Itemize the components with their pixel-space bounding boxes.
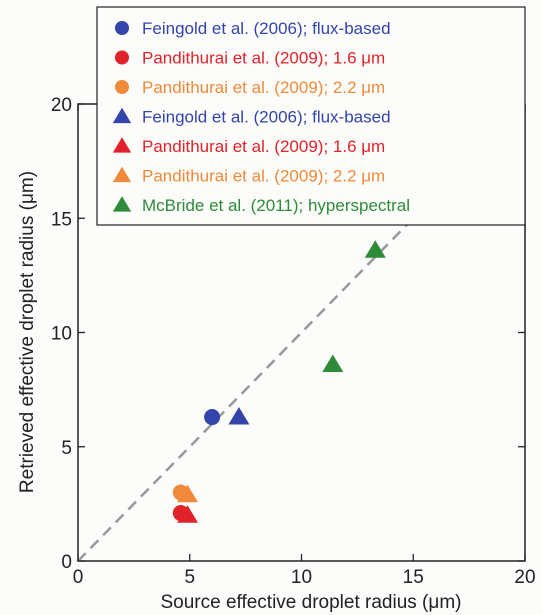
x-tick-label-1: 5 xyxy=(184,567,195,588)
legend-box xyxy=(96,6,526,226)
data-point-s6-p0 xyxy=(322,354,344,372)
x-axis-title: Source effective droplet radius (μm) xyxy=(160,592,461,613)
legend-marker-2 xyxy=(115,80,129,94)
data-point-s6-p1 xyxy=(364,240,386,258)
legend-marker-0 xyxy=(115,21,129,35)
legend-label-5: Pandithurai et al. (2009); 2.2 μm xyxy=(142,167,385,186)
data-point-s4-p0 xyxy=(177,505,199,523)
legend-marker-3 xyxy=(112,107,132,124)
legend-label-3: Feingold et al. (2006); flux-based xyxy=(142,108,391,127)
y-axis-title: Retrieved effective droplet radius (μm) xyxy=(17,171,38,493)
legend-marker-5 xyxy=(112,166,132,183)
x-tick-label-2: 10 xyxy=(291,567,312,588)
y-tick-label-3: 15 xyxy=(51,209,72,230)
y-tick-label-0: 0 xyxy=(61,552,72,573)
legend-label-0: Feingold et al. (2006); flux-based xyxy=(142,19,391,38)
legend-label-2: Pandithurai et al. (2009); 2.2 μm xyxy=(142,78,385,97)
legend-label-6: McBride et al. (2011); hyperspectral xyxy=(142,196,410,215)
legend-label-4: Pandithurai et al. (2009); 1.6 μm xyxy=(142,137,385,156)
data-point-s0-p0 xyxy=(204,409,221,426)
y-tick-label-2: 10 xyxy=(51,324,72,345)
tick-layer: 0 5 10 15 20 0 5 10 15 20 xyxy=(51,95,536,588)
y-tick-label-4: 20 xyxy=(51,95,72,116)
data-points-layer xyxy=(172,240,386,523)
legend-marker-6 xyxy=(112,196,132,212)
legend-marker-4 xyxy=(112,137,132,153)
data-point-s5-p0 xyxy=(177,484,199,503)
data-point-s3-p0 xyxy=(228,407,250,425)
legend-label-1: Pandithurai et al. (2009); 1.6 μm xyxy=(142,49,385,68)
x-tick-label-4: 20 xyxy=(514,567,535,588)
legend-marker-1 xyxy=(115,50,129,65)
legend: Feingold et al. (2006); flux-based Pandit… xyxy=(96,6,526,226)
x-tick-label-3: 15 xyxy=(403,567,424,588)
x-tick-label-0: 0 xyxy=(73,567,84,588)
y-tick-label-1: 5 xyxy=(61,438,72,459)
